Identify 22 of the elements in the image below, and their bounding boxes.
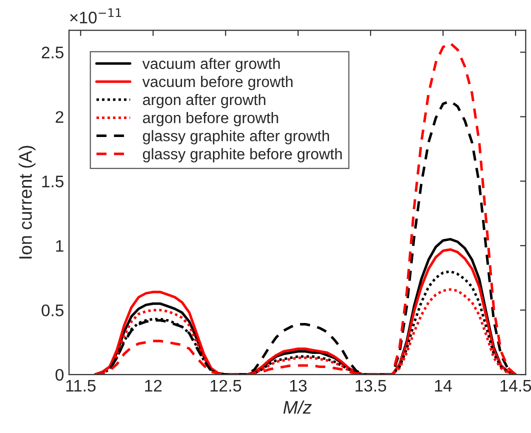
legend-label: glassy graphite before growth [142,148,342,162]
y-tick-label: 1.5 [42,176,64,188]
x-tick-label: 14 [435,380,452,392]
y-tick-label: 2 [56,111,64,123]
x-axis-title: M/z [283,400,312,414]
y-tick-label: 0.5 [42,304,64,316]
x-tick-label: 14.5 [500,380,531,392]
x-tick-label: 11.5 [66,380,96,392]
y-tick-label: 2.5 [42,46,64,58]
legend-label: vacuum after growth [142,58,280,72]
y-axis-title: Ion current (A) [18,146,36,258]
legend-label: argon before growth [142,112,278,126]
legend-label: argon after growth [142,94,266,108]
legend-label: glassy graphite after growth [142,130,329,144]
x-tick-label: 13 [290,380,307,392]
y-tick-label: 0 [56,368,64,381]
x-tick-label: 12.5 [210,380,242,392]
x-tick-label: 13.5 [356,380,386,392]
legend-label: vacuum before growth [142,76,292,90]
text: ×10$^{−11}$ [70,8,122,24]
y-tick-label: 1 [56,240,64,252]
x-tick-label: 12 [145,380,162,392]
